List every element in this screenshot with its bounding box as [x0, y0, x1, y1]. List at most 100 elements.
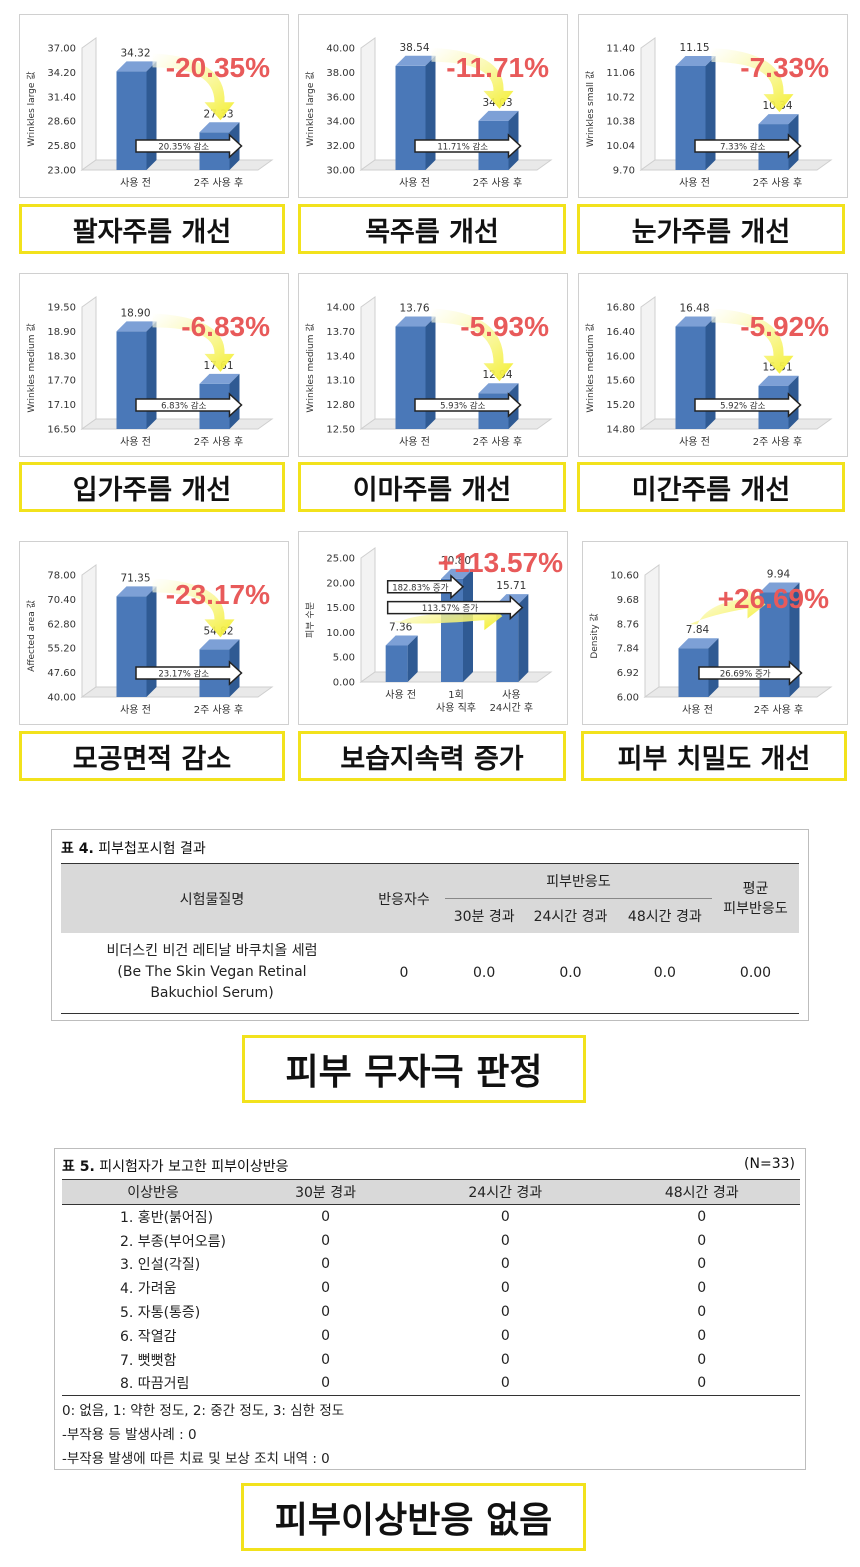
- chart-svg: 14.00 13.70 13.40 13.10 12.80 12.50 Wrinkles m…: [304, 296, 553, 448]
- reaction-value: 0: [321, 1327, 330, 1344]
- y-tick-label: 11.06: [606, 68, 635, 79]
- bar: [675, 65, 706, 170]
- bar-side: [518, 594, 529, 682]
- y-tick-label: 25.00: [326, 554, 355, 565]
- x-tick-label: 2주 사용 후: [473, 436, 523, 448]
- arrow-label: 26.69% 증가: [720, 670, 771, 680]
- data-label: 18.90: [120, 307, 150, 319]
- change-percent: -5.92%: [740, 311, 829, 342]
- y-tick-label: 6.92: [617, 668, 639, 679]
- change-percent: -5.93%: [460, 311, 549, 342]
- reaction-value: 0: [697, 1280, 707, 1297]
- y-tick-label: 14.80: [606, 425, 635, 436]
- row-48: 0.0: [653, 964, 676, 981]
- arrow-label: 182.83% 증가: [392, 583, 448, 593]
- chart-caption: 피부 치밀도 개선: [581, 731, 847, 781]
- change-arrow: [694, 392, 802, 418]
- x-tick-label: 사용 전: [120, 177, 151, 189]
- y-tick-label: 16.40: [606, 327, 635, 338]
- change-percent: +113.57%: [438, 547, 563, 578]
- reaction-name: 7. 뻣뻣함: [120, 1352, 177, 1369]
- chart-caption: 모공면적 감소: [19, 731, 285, 781]
- x-tick-label: 1회: [448, 689, 464, 701]
- bar: [116, 596, 147, 697]
- table4-panel: 표 4. 피부첩포시험 결과 시험물질명 반응자수 피부반응도 평균 피부반응도…: [51, 829, 809, 1021]
- y-tick-label: 9.70: [613, 166, 635, 177]
- y-tick-label: 11.40: [606, 44, 635, 55]
- y-axis-label: Density 값: [588, 613, 600, 658]
- chart-panel: 14.00 13.70 13.40 13.10 12.80 12.50 Wrinkles m…: [298, 273, 568, 457]
- chart-panel: 78.00 70.40 62.80 55.20 47.60 40.00 Affected a…: [19, 541, 289, 725]
- col-30-header: 30분 경과: [445, 898, 524, 933]
- chart-caption: 목주름 개선: [298, 204, 566, 254]
- y-tick-label: 31.40: [47, 92, 76, 103]
- chart-wall: [644, 564, 660, 698]
- y-tick-label: 10.60: [610, 571, 639, 582]
- table-row: 7. 뻣뻣함 0 0 0: [62, 1348, 800, 1372]
- y-tick-label: 37.00: [47, 44, 76, 55]
- table-row: 2. 부종(부어오름) 0 0 0: [62, 1229, 800, 1253]
- bar: [496, 604, 519, 682]
- chart-floor: [643, 686, 833, 698]
- reaction-value: 0: [697, 1304, 707, 1321]
- col-name-header: 시험물질명: [61, 863, 363, 933]
- chart-panel: 40.00 38.00 36.00 34.00 32.00 30.00 Wrinkles l…: [298, 14, 568, 198]
- data-label: 71.35: [120, 572, 150, 584]
- bar: [116, 331, 147, 429]
- y-tick-label: 15.60: [606, 376, 635, 387]
- reaction-value: 0: [321, 1208, 330, 1225]
- col-24-header: 24시간 경과: [523, 898, 618, 933]
- bar-top: [385, 635, 418, 646]
- increase-arrow-1: [386, 574, 465, 600]
- table-row: 3. 인설(각질) 0 0 0: [62, 1253, 800, 1277]
- chart-caption: 이마주름 개선: [298, 462, 566, 512]
- x-tick-label: 2주 사용 후: [473, 177, 523, 189]
- chart-caption: 미간주름 개선: [577, 462, 845, 512]
- reaction-value: 0: [697, 1208, 707, 1225]
- reaction-name: 5. 자통(통증): [120, 1305, 201, 1322]
- col-group-header: 피부반응도: [445, 863, 712, 899]
- chart-wall: [640, 37, 656, 171]
- trend-arrow: [392, 600, 503, 631]
- change-arrow: [414, 133, 522, 159]
- bar-top: [678, 638, 719, 649]
- chart-panel: 16.80 16.40 16.00 15.60 15.20 14.80 Wrinkles m…: [578, 273, 848, 457]
- y-tick-label: 6.00: [617, 693, 639, 704]
- arrow-label: 7.33% 감소: [720, 142, 766, 153]
- increase-arrow-2: [386, 594, 524, 621]
- trend-arrow: [152, 313, 235, 372]
- y-tick-label: 36.00: [326, 92, 355, 103]
- y-tick-label: 34.00: [326, 117, 355, 128]
- bar-top: [199, 373, 240, 384]
- change-arrow: [135, 133, 243, 159]
- change-percent: -20.35%: [166, 52, 270, 83]
- bar-top: [395, 55, 436, 66]
- chart-floor: [359, 159, 553, 171]
- chart-svg: 10.60 9.68 8.76 7.84 6.92 6.00 Density 값 7.84 사용…: [588, 564, 833, 716]
- chart-panel: 25.00 20.00 15.00 10.00 5.00 0.00 피부 수분 7.36 사용 …: [298, 531, 568, 725]
- reaction-value: 0: [697, 1232, 707, 1249]
- bar-side: [425, 55, 436, 171]
- y-tick-label: 10.04: [606, 141, 635, 152]
- y-tick-label: 17.70: [47, 376, 76, 387]
- chart-panel: 10.60 9.68 8.76 7.84 6.92 6.00 Density 값 7.84 사용…: [582, 541, 848, 725]
- reaction-value: 0: [603, 1371, 800, 1397]
- x-tick-label: 2주 사용 후: [753, 177, 803, 189]
- y-tick-label: 38.00: [326, 68, 355, 79]
- change-percent: -7.33%: [740, 52, 829, 83]
- trend-arrow: [152, 578, 235, 638]
- table-row: 1. 홍반(붉어짐) 0 0 0: [62, 1205, 800, 1229]
- chart-floor: [359, 418, 553, 430]
- bar-top: [116, 321, 157, 332]
- chart-svg: 16.80 16.40 16.00 15.60 15.20 14.80 Wrinkles m…: [584, 296, 833, 448]
- reaction-value: 0: [697, 1327, 707, 1344]
- table5-n: (N=33): [744, 1156, 795, 1172]
- y-tick-label: 30.00: [326, 166, 355, 177]
- y-tick-label: 16.00: [606, 351, 635, 362]
- reaction-value: 0: [407, 1371, 604, 1397]
- reaction-value: 0: [321, 1280, 330, 1297]
- reaction-value: 0: [500, 1256, 510, 1273]
- y-tick-label: 28.60: [47, 117, 76, 128]
- y-tick-label: 0.00: [333, 678, 355, 689]
- y-axis-label: Affected area 값: [25, 600, 37, 672]
